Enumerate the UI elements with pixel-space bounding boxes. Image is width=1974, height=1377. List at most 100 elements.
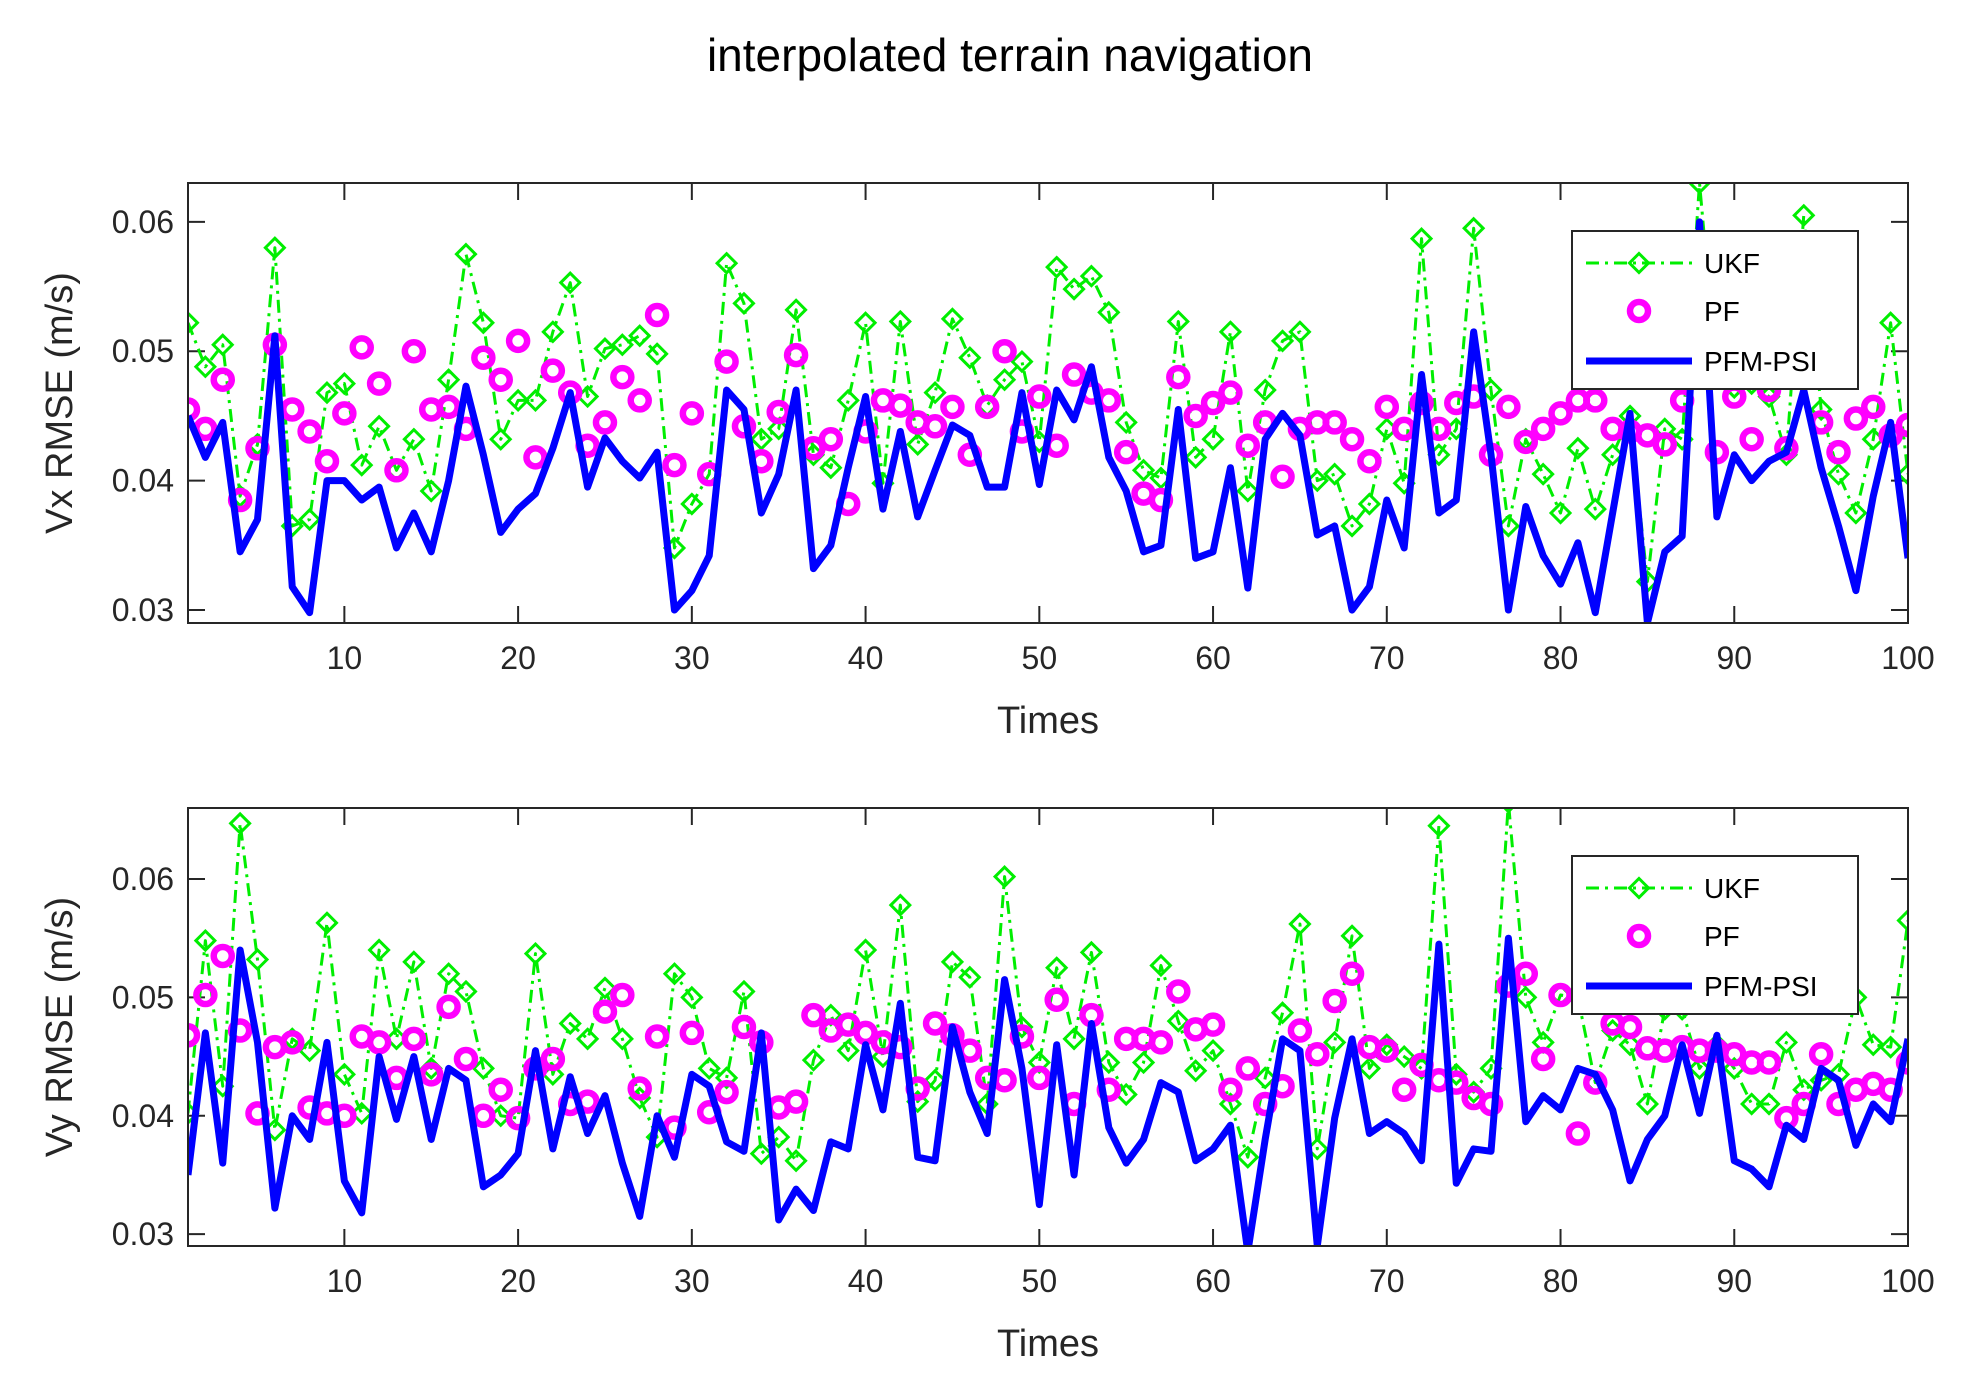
pfm-psi-series-line	[188, 934, 1908, 1246]
pf-data-point	[505, 328, 531, 354]
ukf-data-point	[1409, 227, 1434, 251]
pf-data-point	[523, 445, 548, 470]
legend-ukf-marker	[1627, 251, 1651, 275]
ukf-data-point	[1514, 985, 1538, 1010]
pf-data-point	[801, 1002, 826, 1028]
pf-data-point	[1339, 961, 1365, 986]
ukf-data-point	[645, 342, 669, 366]
ukf-data-point	[315, 911, 339, 935]
ukf-data-point	[228, 811, 252, 836]
ukf-data-point	[1201, 427, 1225, 451]
pf-data-point	[193, 982, 218, 1008]
ukf-data-point	[188, 311, 200, 335]
ukf-data-point	[1253, 1066, 1277, 1090]
ukf-data-point	[958, 346, 982, 370]
ukf-data-point	[1131, 1050, 1156, 1075]
axes-box	[187, 182, 1909, 624]
pf-data-point	[1218, 380, 1243, 405]
ukf-data-point	[1861, 1033, 1885, 1057]
legend-pf-label: PF	[1704, 296, 1740, 327]
pf-data-point	[436, 994, 461, 1020]
x-tick-label: 60	[1195, 640, 1231, 676]
pf-data-point	[314, 448, 340, 474]
x-tick-label: 30	[674, 640, 710, 676]
pf-data-point	[384, 458, 409, 483]
ukf-data-point	[1792, 1078, 1816, 1102]
pf-data-point	[731, 1014, 757, 1040]
ukf-data-point	[1323, 1030, 1347, 1055]
pfm-psi-series-line	[188, 218, 1908, 623]
ukf-data-point	[558, 271, 582, 295]
ukf-data-point	[454, 242, 478, 266]
ukf-data-point	[1114, 410, 1138, 435]
pf-data-point	[1357, 448, 1382, 474]
x-tick-label: 40	[848, 640, 884, 676]
ukf-data-point	[1166, 1009, 1190, 1033]
pf-data-point	[610, 364, 635, 390]
ukf-data-point	[1502, 808, 1515, 814]
ukf-series-line	[188, 808, 1908, 1163]
x-tick-label: 100	[1881, 1263, 1934, 1299]
ukf-data-point	[1357, 1056, 1382, 1081]
ukf-data-point	[1201, 1039, 1225, 1063]
ukf-data-point	[1879, 1035, 1903, 1059]
pf-data-point	[627, 1076, 652, 1101]
pf-data-point	[974, 394, 1000, 420]
ukf-data-point	[1323, 462, 1347, 486]
x-tick-label: 40	[848, 1263, 884, 1299]
ukf-series-line	[188, 183, 1908, 584]
ukf-data-point	[1184, 1059, 1208, 1083]
ukf-data-point	[958, 965, 982, 989]
pf-data-point	[1113, 439, 1139, 465]
pf-data-point	[366, 371, 392, 396]
y-tick-label: 0.03	[112, 1216, 174, 1252]
pf-data-point	[766, 399, 791, 425]
axes-box	[187, 807, 1909, 1247]
ukf-data-point	[1687, 183, 1712, 195]
ukf-data-point	[1687, 1056, 1712, 1081]
ukf-data-point	[992, 865, 1017, 889]
ukf-data-point	[628, 324, 652, 348]
pf-data-point	[783, 1089, 809, 1114]
x-tick-label: 80	[1543, 640, 1579, 676]
ukf-data-point	[610, 1027, 634, 1051]
pf-data-point	[1235, 433, 1261, 458]
ukf-data-point	[1131, 458, 1156, 482]
pf-data-point	[1044, 987, 1069, 1013]
pf-data-point	[210, 367, 235, 392]
ukf-data-point	[1826, 462, 1851, 486]
pf-data-point	[940, 394, 965, 420]
ukf-data-point	[801, 1048, 826, 1072]
x-tick-label: 80	[1543, 1263, 1579, 1299]
pf-data-point	[1305, 1041, 1330, 1067]
pf-data-point	[540, 1046, 566, 1072]
pf-data-point	[471, 345, 496, 370]
ukf-data-point	[906, 432, 930, 457]
pf-data-point	[349, 335, 374, 360]
ukf-data-point	[1340, 514, 1364, 538]
ukf-data-point	[211, 333, 235, 357]
ukf-data-point	[749, 427, 773, 451]
vx-rmse-plot: 10 20 30 40 50 60 70 80 90 100 0.03 0.04 0.05 0.06 Tim…	[39, 182, 1935, 742]
ukf-data-point	[714, 1066, 739, 1090]
pf-data-point	[644, 302, 670, 328]
x-tick-label: 70	[1369, 1263, 1405, 1299]
ukf-data-point	[1062, 1027, 1086, 1051]
ukf-data-point	[1792, 203, 1816, 227]
ukf-data-point	[732, 291, 756, 315]
ukf-data-point	[836, 1039, 860, 1063]
ukf-data-point	[1531, 462, 1555, 486]
pf-data-point	[401, 338, 427, 364]
ukf-data-point	[1340, 924, 1364, 948]
ukf-data-point	[1184, 445, 1208, 469]
ukf-data-point	[541, 320, 565, 344]
ukf-data-point	[1236, 479, 1260, 503]
ukf-data-point	[1601, 443, 1625, 467]
x-tick-label: 90	[1716, 1263, 1752, 1299]
pf-data-point	[1513, 961, 1539, 986]
pf-data-point	[1808, 1041, 1834, 1067]
figure-title: interpolated terrain navigation	[707, 29, 1313, 81]
pf-data-point	[1235, 1056, 1261, 1081]
pf-data-point	[1148, 1030, 1174, 1055]
